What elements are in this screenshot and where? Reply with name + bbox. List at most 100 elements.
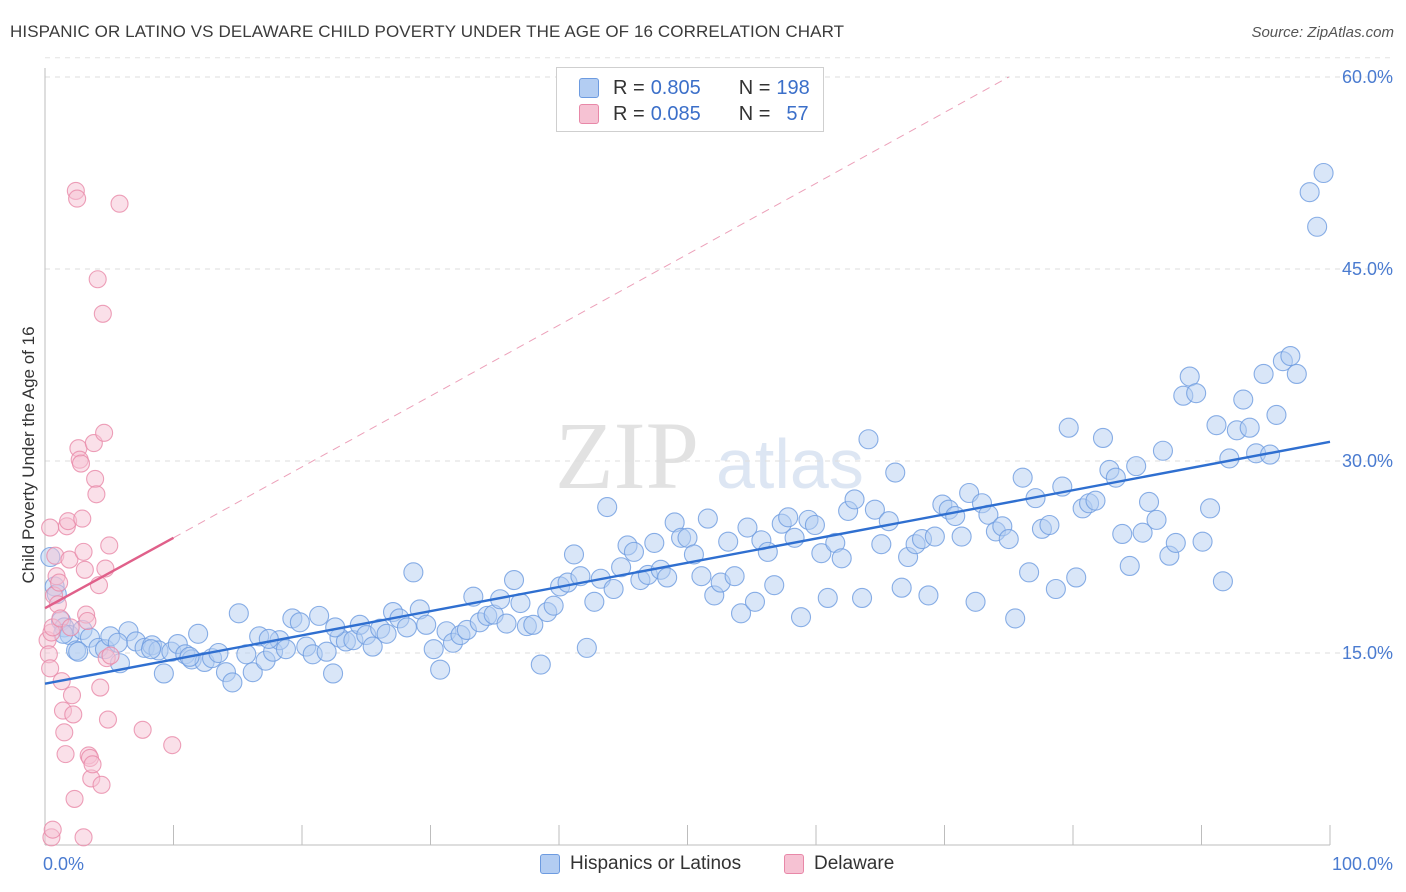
scatter-point-hispanics <box>864 499 885 520</box>
scatter-point-hispanics <box>1233 389 1254 410</box>
tick-labels: 15.0% 30.0% 45.0% 60.0% 0.0% 100.0% <box>43 67 1393 874</box>
scatter-point-hispanics <box>851 587 873 609</box>
scatter-point-hispanics <box>68 641 89 662</box>
scatter-point-delaware <box>92 775 111 794</box>
legend-r-value: 0.805 <box>650 76 701 99</box>
scatter-point-hispanics <box>140 639 162 660</box>
scatter-point-hispanics <box>811 543 832 564</box>
scatter-point-hispanics <box>951 526 972 547</box>
scatter-point-delaware <box>95 423 114 442</box>
y-axis-label: Child Poverty Under the Age of 16 <box>19 326 38 583</box>
scatter-point-delaware <box>133 720 152 739</box>
scatter-point-hispanics <box>1165 532 1186 553</box>
scatter-point-hispanics <box>153 663 174 684</box>
bottom-legend-delaware: Delaware <box>784 852 894 876</box>
scatter-point-hispanics <box>275 639 296 660</box>
scatter-point-delaware <box>56 745 75 764</box>
scatter-point-hispanics <box>1146 509 1167 530</box>
x-tick-label-min: 0.0% <box>43 854 84 874</box>
watermark-zip: ZIP <box>555 402 699 509</box>
scatter-point-hispanics <box>289 612 310 633</box>
trend-line-delaware <box>44 536 175 610</box>
scatter-point-delaware <box>91 678 110 697</box>
y-tick-label: 30.0% <box>1342 451 1393 471</box>
bottom-legend-hispanics: Hispanics or Latinos <box>540 852 741 876</box>
watermark-atlas: atlas <box>716 425 864 503</box>
scatter-point-hispanics <box>878 511 899 532</box>
scatter-point-hispanics <box>924 526 945 547</box>
scatter-point-delaware <box>101 646 120 665</box>
scatter-point-hispanics <box>1012 467 1033 488</box>
y-tick-label: 45.0% <box>1342 259 1393 279</box>
scatter-point-hispanics <box>1186 383 1207 404</box>
scatter-point-hispanics <box>831 548 852 569</box>
scatter-point-hispanics <box>503 569 525 591</box>
scatter-point-hispanics <box>744 591 766 612</box>
scatter-point-delaware <box>60 550 79 569</box>
legend-r-value: 0.085 <box>650 102 701 125</box>
scatter-point-hispanics <box>222 672 243 693</box>
chart-title: HISPANIC OR LATINO VS DELAWARE CHILD POV… <box>10 22 845 41</box>
legend-n-label: N = <box>738 76 771 99</box>
scatter-point-hispanics <box>1126 456 1147 477</box>
scatter-point-hispanics <box>1152 440 1173 461</box>
scatter-point-hispanics <box>945 505 966 527</box>
scatter-point-hispanics <box>396 617 417 638</box>
scatter-point-hispanics <box>597 497 618 518</box>
scatter-point-hispanics <box>603 578 624 600</box>
scatter-point-hispanics <box>718 531 739 552</box>
scatter-point-delaware <box>93 304 112 323</box>
scatter-point-hispanics <box>858 429 879 450</box>
legend-swatch-pink <box>579 104 599 124</box>
legend-row-delaware: R = 0.085 N = 57 <box>579 102 809 126</box>
scatter-point-hispanics <box>885 462 906 483</box>
scatter-point-delaware <box>43 820 62 839</box>
scatter-point-hispanics <box>376 623 397 644</box>
scatter-point-hispanics <box>737 517 758 538</box>
scatter-point-hispanics <box>228 603 249 624</box>
scatter-point-hispanics <box>1192 531 1213 552</box>
scatter-point-hispanics <box>1112 523 1133 545</box>
scatter-point-hispanics <box>1045 578 1066 600</box>
scatter-point-hispanics <box>683 544 704 565</box>
scatter-point-hispanics <box>1239 417 1260 438</box>
scatter-point-hispanics <box>1212 571 1233 592</box>
y-tick-label: 60.0% <box>1342 67 1393 87</box>
bottom-legend-swatch-blue <box>540 854 560 874</box>
scatter-point-delaware <box>86 469 105 488</box>
scatter-point-delaware <box>41 659 60 678</box>
scatter-point-hispanics <box>730 603 752 624</box>
scatter-point-delaware <box>55 723 74 742</box>
y-tick-label: 15.0% <box>1342 643 1393 663</box>
scatter-point-hispanics <box>188 623 209 644</box>
scatter-point-hispanics <box>1138 491 1160 513</box>
scatter-point-delaware <box>62 686 82 705</box>
scatter-point-hispanics <box>523 614 544 635</box>
scatter-point-delaware <box>110 194 129 213</box>
scatter-point-hispanics <box>1266 404 1287 425</box>
scatter-point-delaware <box>71 454 91 473</box>
scatter-point-hispanics <box>844 489 865 510</box>
scatter-point-hispanics <box>965 591 986 612</box>
scatter-point-hispanics <box>563 544 585 565</box>
scatter-point-delaware <box>74 542 93 561</box>
scatter-point-hispanics <box>416 614 437 635</box>
scatter-point-hispanics <box>918 585 939 606</box>
scatter-point-hispanics <box>323 663 344 684</box>
scatter-point-hispanics <box>496 613 517 634</box>
scatter-point-hispanics <box>657 567 678 588</box>
scatter-point-hispanics <box>1119 555 1140 577</box>
scatter-point-hispanics <box>623 541 645 562</box>
scatter-point-hispanics <box>764 575 785 596</box>
scatter-point-hispanics <box>1206 415 1227 436</box>
scatter-point-delaware <box>61 618 80 637</box>
grid-lines <box>45 57 1395 654</box>
scatter-point-delaware <box>78 611 97 631</box>
scatter-point-delaware <box>50 573 69 592</box>
scatter-point-delaware <box>98 710 118 729</box>
series-delaware-points <box>38 181 182 847</box>
scatter-point-delaware <box>88 270 107 289</box>
scatter-point-delaware <box>87 485 106 504</box>
scatter-point-hispanics <box>697 508 718 529</box>
scatter-point-hispanics <box>362 636 383 657</box>
